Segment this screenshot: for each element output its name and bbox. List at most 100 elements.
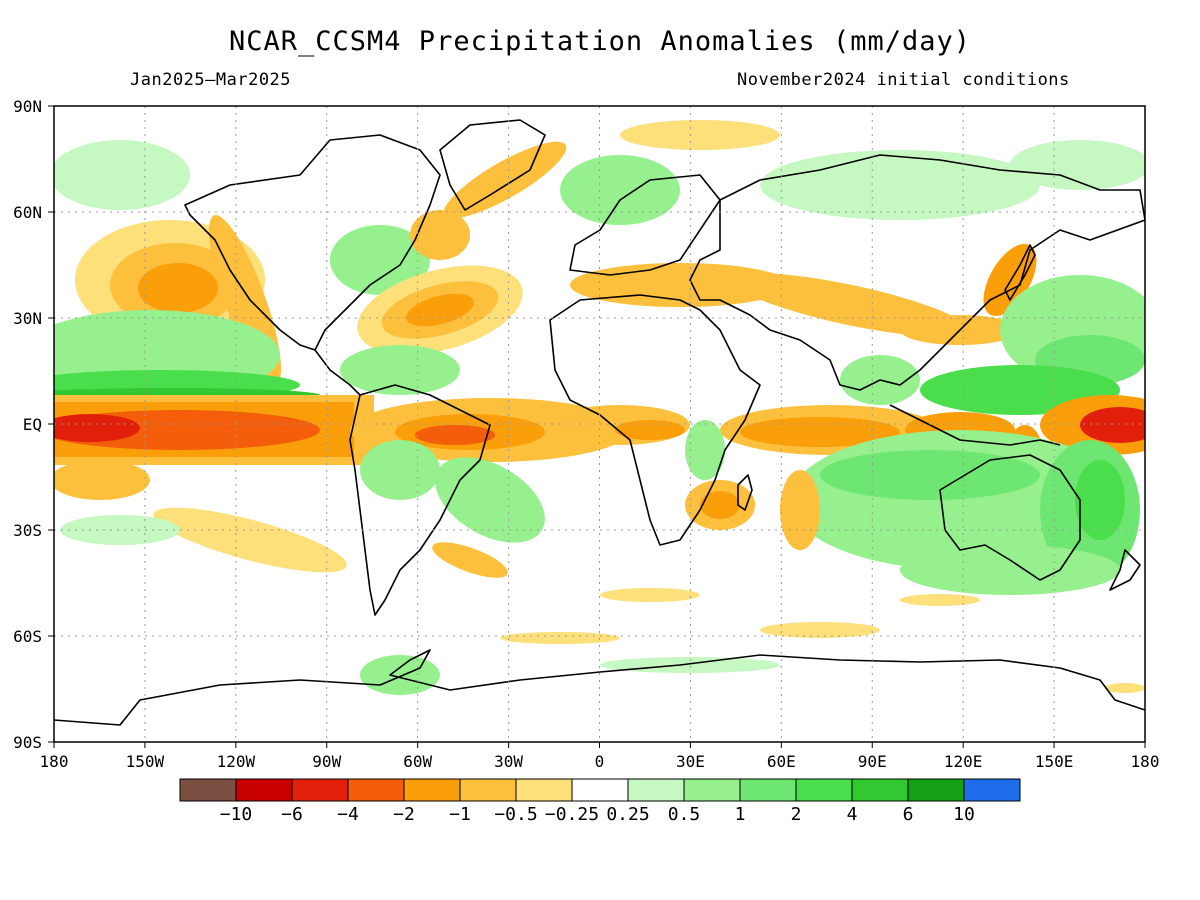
page-title: NCAR_CCSM4 Precipitation Anomalies (mm/d… [229, 26, 971, 57]
wet-region [340, 345, 460, 395]
legend-label: 0.25 [606, 804, 649, 825]
north-america-coastline [184, 134, 441, 351]
wet-region [360, 440, 440, 500]
legend-label: 0.5 [668, 804, 701, 825]
legend-label: −4 [337, 804, 359, 825]
dry-region [1080, 407, 1145, 443]
dry-region [1105, 683, 1145, 693]
legend-label: −0.5 [494, 804, 537, 825]
legend-swatch [963, 778, 1021, 802]
coastlines [54, 119, 1145, 726]
wet-region [435, 457, 545, 543]
legend-swatch [347, 778, 405, 802]
longitude-labels: 180 150W 120W 90W 60W 30W 0 30E 60E 90E 120E 150E 18… [40, 742, 1160, 771]
dry-region [54, 460, 150, 500]
legend-label: 1 [735, 804, 746, 825]
wet-region [685, 420, 725, 480]
lon-tick-label: 150E [1035, 752, 1074, 771]
legend-swatch [907, 778, 965, 802]
forecast-period-label: Jan2025–Mar2025 [130, 70, 292, 90]
africa-coastline [549, 294, 761, 546]
dry-region [900, 594, 980, 606]
wet-region [360, 655, 440, 695]
dry-region [760, 622, 880, 638]
lat-tick-label: 90N [13, 97, 42, 116]
legend-label: −2 [393, 804, 415, 825]
wet-region [600, 657, 780, 673]
lon-tick-label: 60W [403, 752, 432, 771]
dry-region [600, 588, 700, 602]
lon-tick-label: 30E [676, 752, 705, 771]
dry-region [405, 293, 475, 327]
legend-labels: −10 −6 −4 −2 −1 −0.5 −0.25 0.25 0.5 1 2 4 6 10 [220, 804, 975, 825]
wet-region [760, 150, 1040, 220]
dry-region [700, 491, 740, 519]
legend-colorbar [179, 778, 1021, 802]
legend-swatch [627, 778, 685, 802]
lon-tick-label: 120W [217, 752, 256, 771]
dry-region [732, 273, 968, 337]
legend-label: 10 [953, 804, 975, 825]
anomaly-field [54, 120, 1145, 695]
lon-tick-label: 30W [494, 752, 523, 771]
legend-swatch [683, 778, 741, 802]
legend-label: 6 [903, 804, 914, 825]
europe-coastline [569, 174, 721, 276]
lon-tick-label: 60E [767, 752, 796, 771]
legend-label: 2 [791, 804, 802, 825]
lon-tick-label: 150W [126, 752, 165, 771]
madagascar-coastline [737, 474, 753, 511]
dry-region [443, 141, 567, 219]
dry-region [432, 542, 508, 578]
dry-region [153, 507, 347, 573]
lat-tick-label: 30N [13, 309, 42, 328]
lat-tick-label: 90S [13, 733, 42, 752]
dry-region [615, 420, 685, 440]
lon-tick-label: 120E [944, 752, 983, 771]
legend-swatch [403, 778, 461, 802]
greenland-coastline [439, 119, 546, 211]
south-america-coastline [349, 384, 491, 616]
indonesia-coastline [889, 404, 1061, 446]
graticule [54, 106, 1145, 742]
dry-region [410, 210, 470, 260]
dry-region [500, 632, 620, 644]
lat-tick-label: 60N [13, 203, 42, 222]
legend-swatch [459, 778, 517, 802]
lon-tick-label: 180 [1131, 752, 1160, 771]
central-america-coastline [314, 349, 361, 396]
wet-region [330, 225, 430, 295]
legend-swatch [515, 778, 573, 802]
legend-swatch [851, 778, 909, 802]
dry-region [983, 243, 1037, 317]
lon-tick-label: 90E [858, 752, 887, 771]
legend-swatch [179, 778, 237, 802]
legend-label: −6 [281, 804, 303, 825]
dry-region [780, 470, 820, 550]
lon-tick-label: 180 [40, 752, 69, 771]
dry-region [620, 120, 780, 150]
wet-region [900, 545, 1120, 595]
lat-tick-label: 30S [13, 521, 42, 540]
australia-coastline [939, 454, 1081, 581]
legend-label: 4 [847, 804, 858, 825]
wet-region [1010, 140, 1145, 190]
wet-region [54, 140, 190, 210]
antarctica-coastline [54, 649, 1145, 726]
lat-tick-label: EQ [23, 415, 42, 434]
japan-coastline [1004, 244, 1036, 301]
legend-label: −10 [220, 804, 253, 825]
wet-region [60, 515, 180, 545]
initial-conditions-label: November2024 initial conditions [737, 70, 1070, 90]
legend-swatch [795, 778, 853, 802]
wet-region [1075, 460, 1125, 540]
dry-region [54, 414, 140, 442]
legend-label: −0.25 [545, 804, 599, 825]
legend-swatch [291, 778, 349, 802]
latitude-labels: 90N 60N 30N EQ 30S 60S 90S [13, 97, 54, 752]
lon-tick-label: 90W [312, 752, 341, 771]
dry-region [415, 425, 495, 445]
legend-swatch [235, 778, 293, 802]
wet-region [560, 155, 680, 225]
